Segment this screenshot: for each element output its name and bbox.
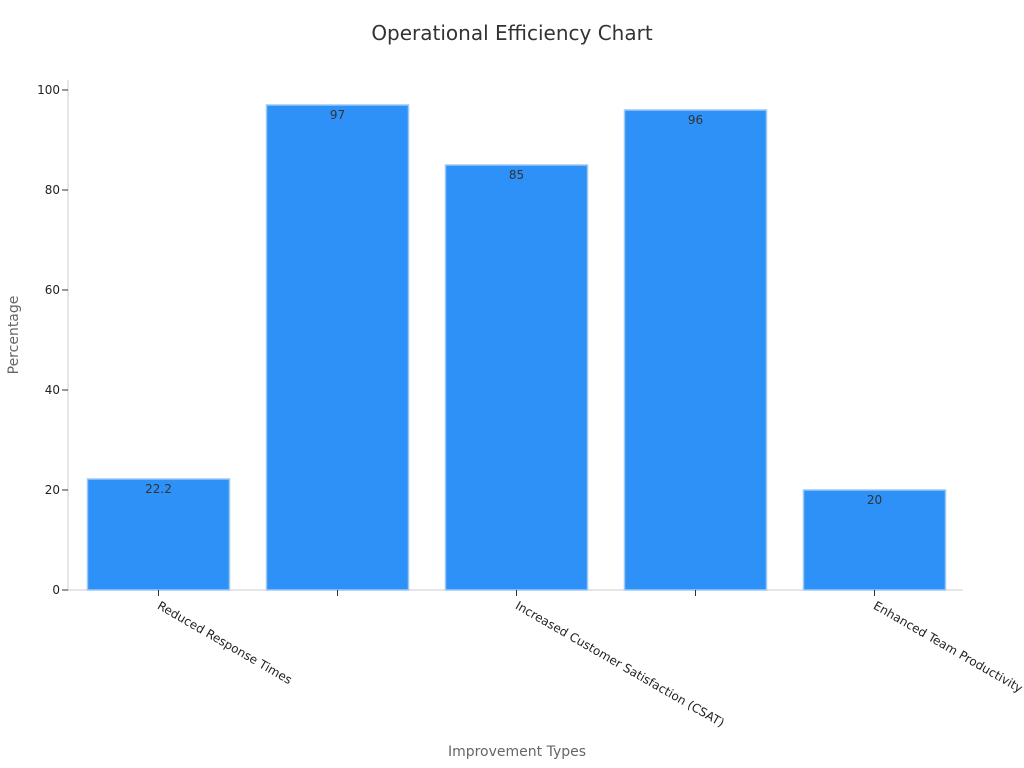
- x-tick-label-line: Increased Customer Satisfaction (CSAT): [513, 598, 727, 729]
- x-tick-label-3: Enhanced Team Productivity: [871, 598, 1024, 695]
- data-label-1: 22.2: [145, 482, 172, 496]
- plot-area: 0 20 40 60 80 100 22.2 Reduced Response Times 97…: [37, 80, 1024, 730]
- chart-title: Operational Efficiency Chart: [371, 21, 653, 45]
- y-tick-label-100: 100: [37, 83, 60, 97]
- bar-5: [802, 489, 947, 591]
- y-tick-label-80: 80: [45, 183, 60, 197]
- y-tick-label-0: 0: [52, 583, 60, 597]
- data-label-4: 96: [688, 113, 703, 127]
- x-tick-label-1: Reduced Response Times: [155, 598, 294, 687]
- data-label-2: 97: [330, 108, 345, 122]
- x-tick-label-2: Increased Customer Satisfaction (CSAT): [513, 598, 727, 729]
- x-axis-label: Improvement Types: [448, 744, 586, 760]
- bar-2: [265, 104, 410, 591]
- data-label-3: 85: [509, 168, 524, 182]
- data-label-5: 20: [867, 493, 882, 507]
- y-tick-label-60: 60: [45, 283, 60, 297]
- y-tick-label-40: 40: [45, 383, 60, 397]
- x-tick-label-line: Enhanced Team Productivity: [871, 598, 1024, 695]
- bar-1: [86, 478, 231, 591]
- y-tick-label-20: 20: [45, 483, 60, 497]
- y-axis-label: Percentage: [6, 296, 22, 375]
- x-tick-label-line: Reduced Response Times: [155, 598, 294, 687]
- bar-4: [623, 109, 768, 591]
- bar-3: [444, 164, 589, 591]
